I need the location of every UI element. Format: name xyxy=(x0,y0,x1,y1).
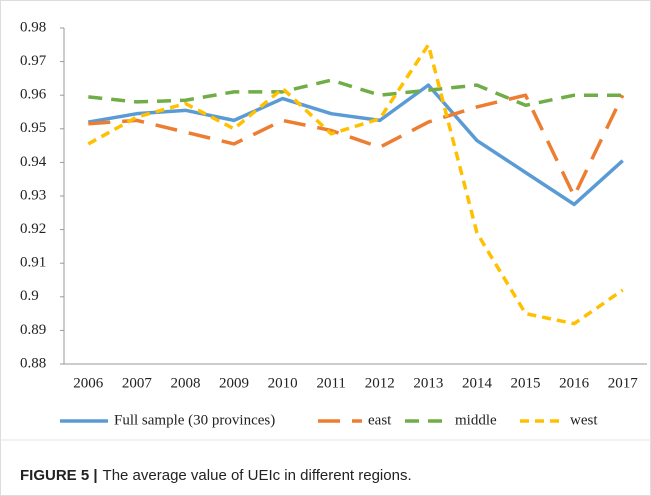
y-tick-label: 0.97 xyxy=(20,53,47,69)
y-tick-label: 0.9 xyxy=(20,288,39,304)
y-tick-label: 0.94 xyxy=(20,154,47,170)
x-tick-label: 2010 xyxy=(268,375,298,391)
x-tick-label: 2006 xyxy=(73,375,104,391)
y-tick-label: 0.91 xyxy=(20,255,46,271)
y-tick-label: 0.93 xyxy=(20,187,46,203)
x-tick-label: 2009 xyxy=(219,375,249,391)
legend-label: east xyxy=(368,412,392,428)
caption-label: FIGURE 5 | xyxy=(20,467,98,484)
y-tick-label: 0.92 xyxy=(20,221,46,237)
y-tick-label: 0.88 xyxy=(20,355,46,371)
y-tick-label: 0.89 xyxy=(20,322,46,338)
series-line xyxy=(88,93,625,198)
legend-label: middle xyxy=(455,412,497,428)
y-tick-label: 0.95 xyxy=(20,120,46,136)
legend-label: west xyxy=(570,412,598,428)
y-tick-label: 0.96 xyxy=(20,87,47,103)
x-tick-label: 2014 xyxy=(462,375,493,391)
x-tick-label: 2017 xyxy=(608,375,639,391)
x-tick-label: 2011 xyxy=(316,375,345,391)
caption-text: The average value of UEIc in different r… xyxy=(103,467,412,484)
x-tick-label: 2013 xyxy=(413,375,443,391)
x-tick-label: 2007 xyxy=(122,375,153,391)
x-tick-label: 2012 xyxy=(365,375,395,391)
x-tick-label: 2016 xyxy=(559,375,590,391)
series-line xyxy=(87,43,624,326)
caption: FIGURE 5 | The average value of UEIc in d… xyxy=(20,467,412,484)
y-tick-label: 0.98 xyxy=(20,19,46,35)
legend-label: Full sample (30 provinces) xyxy=(114,412,275,428)
x-tick-label: 2015 xyxy=(511,375,541,391)
x-tick-label: 2008 xyxy=(170,375,200,391)
series-line xyxy=(87,83,624,207)
